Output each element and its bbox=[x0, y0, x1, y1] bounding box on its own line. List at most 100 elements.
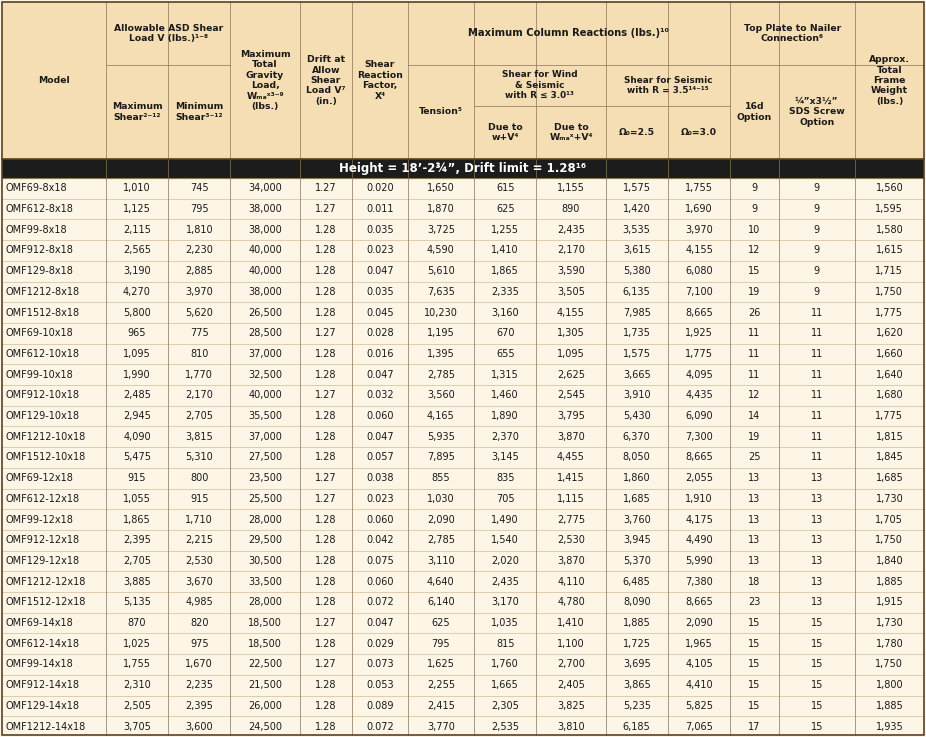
Text: 0.060: 0.060 bbox=[366, 576, 394, 587]
Text: 13: 13 bbox=[810, 535, 823, 545]
Text: Ω₀=2.5: Ω₀=2.5 bbox=[619, 128, 655, 137]
Text: 5,800: 5,800 bbox=[123, 307, 151, 318]
Text: 1,100: 1,100 bbox=[557, 639, 585, 649]
Text: 1.28: 1.28 bbox=[315, 639, 337, 649]
Text: Ω₀=3.0: Ω₀=3.0 bbox=[681, 128, 717, 137]
Text: 3,705: 3,705 bbox=[123, 722, 151, 732]
Text: 21,500: 21,500 bbox=[248, 680, 282, 690]
Text: 34,000: 34,000 bbox=[248, 184, 282, 193]
Text: 2,255: 2,255 bbox=[427, 680, 455, 690]
Text: 3,870: 3,870 bbox=[557, 556, 585, 566]
Text: 4,780: 4,780 bbox=[557, 598, 585, 607]
Text: 615: 615 bbox=[496, 184, 515, 193]
Text: 1,755: 1,755 bbox=[123, 660, 151, 669]
Text: 3,795: 3,795 bbox=[557, 411, 585, 421]
Text: 5,380: 5,380 bbox=[623, 266, 651, 276]
Text: 3,160: 3,160 bbox=[492, 307, 519, 318]
Text: 2,435: 2,435 bbox=[557, 225, 585, 235]
Text: OMF69-10x18: OMF69-10x18 bbox=[5, 328, 73, 338]
Text: 670: 670 bbox=[496, 328, 515, 338]
Text: 1,865: 1,865 bbox=[123, 514, 151, 525]
Text: 8,090: 8,090 bbox=[623, 598, 651, 607]
Text: 1,305: 1,305 bbox=[557, 328, 585, 338]
Text: 15: 15 bbox=[810, 618, 823, 628]
Text: 1,735: 1,735 bbox=[623, 328, 651, 338]
Text: OMF99-12x18: OMF99-12x18 bbox=[5, 514, 73, 525]
Text: 0.047: 0.047 bbox=[366, 432, 394, 441]
Text: 6,485: 6,485 bbox=[623, 576, 651, 587]
Text: 24,500: 24,500 bbox=[248, 722, 282, 732]
Text: 1,690: 1,690 bbox=[685, 204, 713, 214]
Text: 8,665: 8,665 bbox=[685, 598, 713, 607]
Text: 2,545: 2,545 bbox=[557, 391, 585, 400]
Text: 4,270: 4,270 bbox=[123, 287, 151, 297]
Text: 2,230: 2,230 bbox=[185, 245, 213, 256]
Text: OMF69-12x18: OMF69-12x18 bbox=[5, 473, 73, 483]
Text: 4,455: 4,455 bbox=[557, 453, 585, 462]
Text: 15: 15 bbox=[748, 639, 760, 649]
Text: 1,460: 1,460 bbox=[492, 391, 519, 400]
Text: 5,370: 5,370 bbox=[623, 556, 651, 566]
Text: OMF1512-12x18: OMF1512-12x18 bbox=[5, 598, 85, 607]
Text: 1,770: 1,770 bbox=[185, 370, 213, 380]
Text: 1,965: 1,965 bbox=[685, 639, 713, 649]
Text: 5,135: 5,135 bbox=[123, 598, 151, 607]
Text: 1.28: 1.28 bbox=[315, 680, 337, 690]
Text: 1,410: 1,410 bbox=[492, 245, 519, 256]
Text: 27,500: 27,500 bbox=[248, 453, 282, 462]
Text: 1.28: 1.28 bbox=[315, 245, 337, 256]
Text: 15: 15 bbox=[810, 639, 823, 649]
Text: 1,810: 1,810 bbox=[185, 225, 213, 235]
Text: 14: 14 bbox=[748, 411, 760, 421]
Text: 1,625: 1,625 bbox=[427, 660, 455, 669]
Text: 13: 13 bbox=[748, 514, 760, 525]
Text: 745: 745 bbox=[190, 184, 208, 193]
Text: 1,885: 1,885 bbox=[875, 701, 903, 711]
Text: 2,785: 2,785 bbox=[427, 370, 455, 380]
Text: 38,000: 38,000 bbox=[248, 204, 282, 214]
Text: 2,310: 2,310 bbox=[123, 680, 151, 690]
Text: 1,650: 1,650 bbox=[427, 184, 455, 193]
Text: 1.27: 1.27 bbox=[315, 184, 337, 193]
Text: 1,125: 1,125 bbox=[123, 204, 151, 214]
Text: Approx.
Total
Frame
Weight
(lbs.): Approx. Total Frame Weight (lbs.) bbox=[869, 55, 910, 106]
Text: Shear for Wind
& Seismic
with R ≤ 3.0¹³: Shear for Wind & Seismic with R ≤ 3.0¹³ bbox=[502, 70, 578, 100]
Text: 0.023: 0.023 bbox=[366, 494, 394, 504]
Text: 2,435: 2,435 bbox=[492, 576, 519, 587]
Text: 7,100: 7,100 bbox=[685, 287, 713, 297]
Text: 1,885: 1,885 bbox=[875, 576, 903, 587]
Text: 26,000: 26,000 bbox=[248, 701, 282, 711]
Text: 28,500: 28,500 bbox=[248, 328, 282, 338]
Text: 9: 9 bbox=[814, 204, 820, 214]
Text: 15: 15 bbox=[810, 722, 823, 732]
Text: 4,985: 4,985 bbox=[185, 598, 213, 607]
Text: 22,500: 22,500 bbox=[248, 660, 282, 669]
Text: 1.28: 1.28 bbox=[315, 701, 337, 711]
Text: 0.038: 0.038 bbox=[366, 473, 394, 483]
Text: OMF612-12x18: OMF612-12x18 bbox=[5, 494, 79, 504]
Text: 1,860: 1,860 bbox=[623, 473, 651, 483]
Text: 3,145: 3,145 bbox=[492, 453, 519, 462]
Text: 9: 9 bbox=[751, 184, 757, 193]
Text: 3,865: 3,865 bbox=[623, 680, 651, 690]
Text: OMF1212-10x18: OMF1212-10x18 bbox=[5, 432, 85, 441]
Text: 1,845: 1,845 bbox=[875, 453, 903, 462]
Text: 4,155: 4,155 bbox=[685, 245, 713, 256]
Text: 1,055: 1,055 bbox=[123, 494, 151, 504]
Text: 3,670: 3,670 bbox=[185, 576, 213, 587]
Bar bbox=[2, 468, 924, 489]
Text: 15: 15 bbox=[748, 660, 760, 669]
Text: 820: 820 bbox=[190, 618, 208, 628]
Text: 13: 13 bbox=[810, 473, 823, 483]
Text: 3,535: 3,535 bbox=[623, 225, 651, 235]
Text: 1,990: 1,990 bbox=[123, 370, 151, 380]
Text: 870: 870 bbox=[128, 618, 146, 628]
Bar bbox=[2, 323, 924, 343]
Text: 800: 800 bbox=[190, 473, 208, 483]
Text: OMF612-10x18: OMF612-10x18 bbox=[5, 349, 79, 359]
Text: 1,840: 1,840 bbox=[876, 556, 903, 566]
Text: 1,560: 1,560 bbox=[875, 184, 903, 193]
Text: 1,410: 1,410 bbox=[557, 618, 585, 628]
Text: 1.28: 1.28 bbox=[315, 349, 337, 359]
Text: 1.28: 1.28 bbox=[315, 411, 337, 421]
